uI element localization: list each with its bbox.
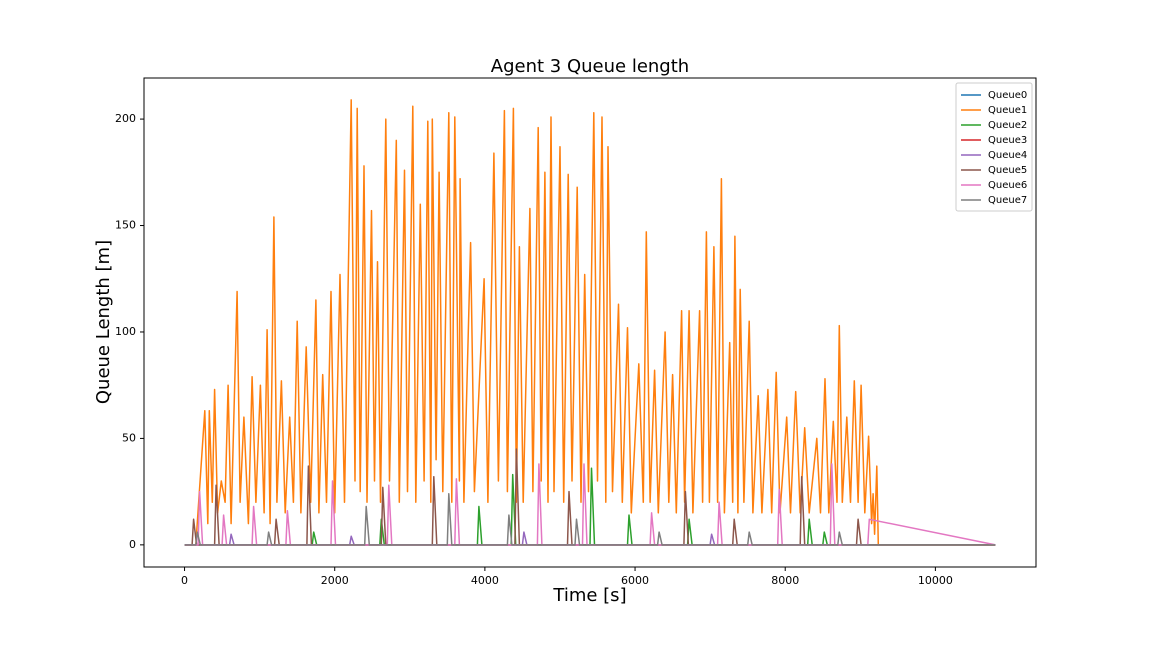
x-axis-label: Time [s]: [552, 585, 626, 606]
y-tick-label: 100: [115, 325, 136, 338]
x-tick-label: 8000: [771, 574, 799, 587]
legend-label: Queue5: [988, 165, 1027, 176]
legend-label: Queue4: [988, 150, 1027, 161]
x-tick-label: 4000: [471, 574, 499, 587]
legend-box: [955, 82, 1033, 212]
y-tick-label: 50: [122, 431, 136, 444]
legend-label: Queue3: [988, 135, 1027, 146]
axes-frame: [143, 77, 1037, 568]
legend-label: Queue1: [988, 105, 1027, 116]
x-tick-label: 2000: [321, 574, 349, 587]
legend-label: Queue0: [988, 90, 1027, 101]
legend: Queue0 Queue1 Queue2 Queue3 Queue4 Queue5 Queu…: [955, 82, 1033, 212]
y-tick-label: 0: [129, 538, 136, 551]
y-tick-label: 150: [115, 219, 136, 232]
legend-label: Queue7: [988, 195, 1027, 206]
chart-title: Agent 3 Queue length: [491, 56, 689, 77]
y-axis-label: Queue Length [m]: [93, 240, 114, 404]
x-tick-label: 0: [181, 574, 188, 587]
y-tick-label: 200: [115, 112, 136, 125]
x-tick-label: 10000: [918, 574, 953, 587]
plot-area: [184, 99, 996, 546]
series-line: [184, 493, 996, 546]
series-line: [184, 467, 996, 546]
x-tick-label: 6000: [621, 574, 649, 587]
series-line: [184, 99, 996, 546]
legend-label: Queue2: [988, 120, 1027, 131]
legend-label: Queue6: [988, 180, 1027, 191]
